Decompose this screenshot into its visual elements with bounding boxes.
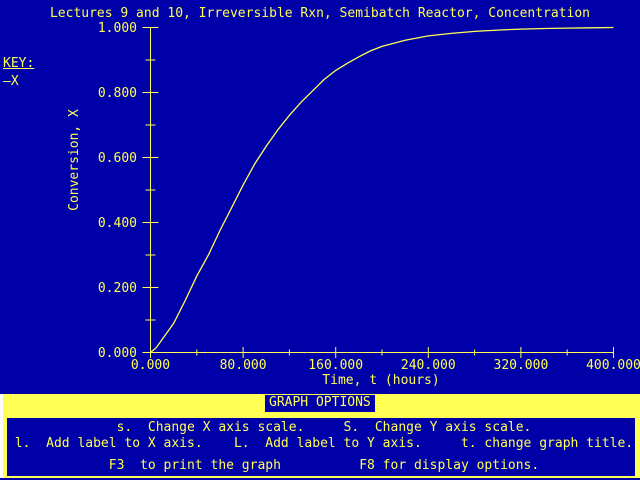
y-tick-label: 0.400 — [98, 216, 137, 231]
x-tick-label: 160.000 — [308, 358, 363, 373]
legend-title: KEY: — [3, 56, 35, 71]
x-axis-label: Time, t (hours) — [322, 373, 440, 388]
graph-options-menu: s. Change X axis scale. S. Change Y axis… — [7, 418, 635, 476]
y-tick-label: 0.200 — [98, 281, 137, 296]
x-tick-label: 320.000 — [494, 358, 549, 373]
y-tick-label: 0.800 — [98, 86, 137, 101]
graph-options-panel: GRAPH OPTIONS s. Change X axis scale. S.… — [0, 394, 640, 478]
y-tick-label: 0.600 — [98, 151, 137, 166]
x-tick-label: 240.000 — [401, 358, 456, 373]
legend: KEY: —X — [3, 57, 34, 88]
legend-entry-x: —X — [3, 75, 34, 88]
y-tick-label: 1.000 — [98, 21, 137, 36]
graph-options-panel-title: GRAPH OPTIONS — [265, 395, 375, 412]
legend-entry-label: X — [10, 74, 19, 89]
x-tick-label: 80.000 — [220, 358, 267, 373]
legend-line-symbol: — — [3, 74, 11, 89]
x-tick-label: 0.000 — [131, 358, 170, 373]
y-tick-label: 0.000 — [98, 346, 137, 361]
option-row-print-display: F3 to print the graph F8 for display opt… — [7, 458, 540, 473]
option-row-axis-scale: s. Change X axis scale. S. Change Y axis… — [7, 420, 532, 435]
conversion-vs-time-plot: 0.000 0.200 0.400 0.600 0.800 1.000 0.000 80.00… — [98, 21, 640, 373]
option-row-axis-labels: l. Add label to X axis. L. Add label to … — [7, 436, 634, 451]
x-tick-label: 400.000 — [586, 358, 640, 373]
series-line-X — [150, 26, 614, 353]
graph-title: Lectures 9 and 10, Irreversible Rxn, Sem… — [49, 6, 591, 21]
